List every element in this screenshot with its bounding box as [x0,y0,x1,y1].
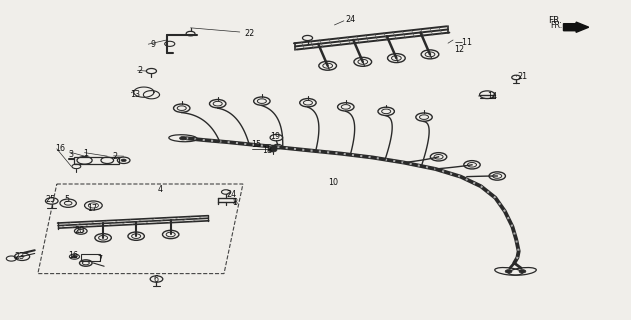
Circle shape [72,255,77,258]
Text: 7: 7 [98,255,103,264]
Text: 22: 22 [245,29,255,38]
Circle shape [121,159,126,162]
Text: FR.: FR. [548,16,562,25]
Text: 16: 16 [68,252,78,260]
Text: 18: 18 [262,146,272,155]
Text: 14: 14 [487,92,497,100]
Text: 2: 2 [138,66,143,75]
Text: 8: 8 [232,198,237,207]
Text: 15: 15 [251,140,261,149]
Circle shape [505,270,512,273]
Circle shape [180,137,186,140]
Bar [81,254,100,261]
Bar [74,157,119,164]
Circle shape [268,148,277,152]
Text: 24: 24 [346,15,356,24]
Text: 24: 24 [226,190,236,199]
Text: 4: 4 [158,185,163,194]
Text: 5: 5 [64,195,69,204]
Text: —11: —11 [454,38,473,47]
FancyArrow shape [563,22,589,32]
Circle shape [519,270,526,273]
Text: 13: 13 [131,90,141,99]
Text: 3: 3 [68,150,73,159]
Text: 23: 23 [14,252,24,261]
Text: 12: 12 [454,45,464,54]
Text: 6: 6 [154,276,159,284]
Text: 1: 1 [83,149,88,158]
Text: 19: 19 [270,132,280,140]
Text: 16: 16 [56,144,66,153]
Text: 9: 9 [150,40,155,49]
Text: FR.: FR. [550,21,562,30]
Text: 2: 2 [112,152,117,161]
Text: 10: 10 [328,178,338,187]
Text: 17: 17 [87,204,97,213]
Text: 21: 21 [517,72,528,81]
Text: 20: 20 [74,226,85,235]
Text: 25: 25 [45,195,56,204]
